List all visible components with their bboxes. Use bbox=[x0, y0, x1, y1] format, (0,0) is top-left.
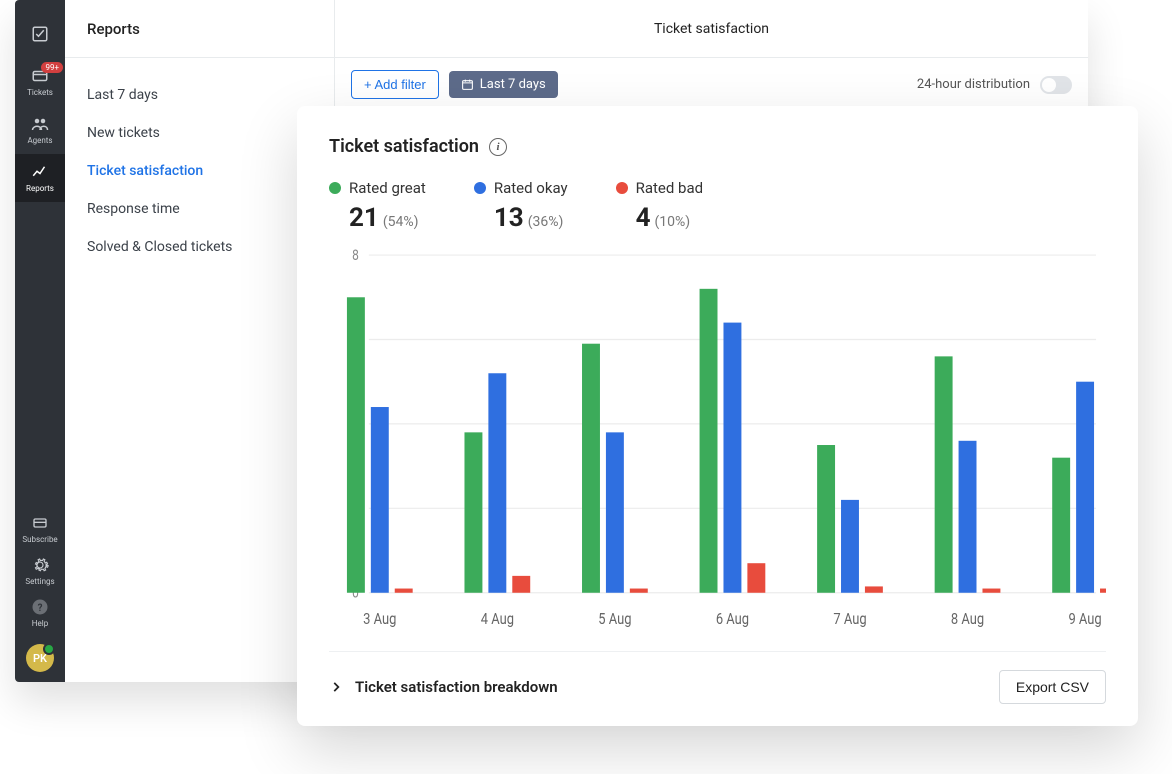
info-icon[interactable]: i bbox=[489, 138, 507, 156]
subnav-item-last-7-days[interactable]: Last 7 days bbox=[65, 76, 334, 114]
page-title: Ticket satisfaction bbox=[335, 0, 1088, 58]
legend-rated-bad: Rated bad 4(10%) bbox=[616, 179, 704, 233]
gear-icon bbox=[31, 556, 49, 574]
date-range-chip[interactable]: Last 7 days bbox=[449, 71, 558, 98]
nav-rail: Tickets99+AgentsReports SubscribeSettings… bbox=[15, 0, 65, 682]
bar-bad-3 bbox=[747, 563, 765, 593]
legend-dot bbox=[616, 182, 628, 194]
bar-great-6 bbox=[1052, 458, 1070, 593]
rail-item-tickets[interactable]: Tickets99+ bbox=[15, 58, 65, 106]
bar-bad-2 bbox=[630, 589, 648, 593]
bar-bad-1 bbox=[512, 576, 530, 593]
bar-bad-0 bbox=[395, 589, 413, 593]
reports-subnav: Reports Last 7 daysNew ticketsTicket sat… bbox=[65, 0, 335, 682]
card-title: Ticket satisfaction i bbox=[329, 136, 1106, 157]
svg-text:8 Aug: 8 Aug bbox=[951, 610, 984, 629]
bar-okay-1 bbox=[488, 373, 506, 593]
svg-text:6 Aug: 6 Aug bbox=[716, 610, 749, 629]
legend-rated-great: Rated great 21(54%) bbox=[329, 179, 426, 233]
bar-okay-4 bbox=[841, 500, 859, 593]
chart-line-icon bbox=[31, 163, 49, 181]
help-icon: ? bbox=[31, 598, 49, 616]
legend-value: 21(54%) bbox=[329, 203, 426, 233]
bar-great-1 bbox=[464, 432, 482, 592]
bar-great-0 bbox=[347, 297, 365, 592]
svg-text:?: ? bbox=[38, 603, 43, 614]
bar-great-5 bbox=[935, 356, 953, 592]
bar-bad-4 bbox=[865, 586, 883, 592]
bar-great-4 bbox=[817, 445, 835, 593]
bar-okay-6 bbox=[1076, 382, 1094, 593]
legend-dot bbox=[474, 182, 486, 194]
bar-great-3 bbox=[700, 289, 718, 593]
card-title-text: Ticket satisfaction bbox=[329, 136, 479, 157]
toolbar: + Add filter Last 7 days 24-hour distrib… bbox=[335, 58, 1088, 112]
svg-text:8: 8 bbox=[352, 248, 359, 264]
legend-name: Rated okay bbox=[494, 179, 568, 197]
legend-name: Rated bad bbox=[636, 179, 704, 197]
avatar[interactable]: PK bbox=[26, 644, 54, 672]
rail-item-agents[interactable]: Agents bbox=[15, 106, 65, 154]
legend-dot bbox=[329, 182, 341, 194]
rail-item-subscribe[interactable]: Subscribe bbox=[15, 508, 65, 550]
subnav-title: Reports bbox=[65, 0, 334, 58]
subnav-item-response-time[interactable]: Response time bbox=[65, 190, 334, 228]
legend-value: 4(10%) bbox=[616, 203, 704, 233]
bar-okay-3 bbox=[723, 323, 741, 593]
card-icon bbox=[31, 514, 49, 532]
rail-item-settings[interactable]: Settings bbox=[15, 550, 65, 592]
breakdown-toggle[interactable]: Ticket satisfaction breakdown bbox=[329, 678, 558, 696]
badge: 99+ bbox=[41, 62, 63, 73]
bar-bad-6 bbox=[1100, 589, 1106, 593]
bar-great-2 bbox=[582, 344, 600, 593]
check-square-icon bbox=[31, 25, 49, 43]
bar-okay-5 bbox=[959, 441, 977, 593]
chevron-right-icon bbox=[329, 680, 343, 694]
calendar-icon bbox=[461, 78, 474, 91]
chart: 024683 Aug4 Aug5 Aug6 Aug7 Aug8 Aug9 Aug bbox=[329, 243, 1106, 641]
legend-value: 13(36%) bbox=[474, 203, 568, 233]
legend-rated-okay: Rated okay 13(36%) bbox=[474, 179, 568, 233]
breakdown-label: Ticket satisfaction breakdown bbox=[355, 678, 558, 696]
rail-item-check-square[interactable] bbox=[15, 10, 65, 58]
svg-text:3 Aug: 3 Aug bbox=[363, 610, 396, 629]
subnav-item-solved-closed-tickets[interactable]: Solved & Closed tickets bbox=[65, 228, 334, 266]
subnav-item-ticket-satisfaction[interactable]: Ticket satisfaction bbox=[65, 152, 334, 190]
rail-item-help[interactable]: ?Help bbox=[15, 592, 65, 634]
legend-name: Rated great bbox=[349, 179, 426, 197]
bar-bad-5 bbox=[982, 589, 1000, 593]
distribution-label: 24-hour distribution bbox=[917, 77, 1030, 92]
bar-okay-0 bbox=[371, 407, 389, 593]
bar-okay-2 bbox=[606, 432, 624, 592]
distribution-toggle[interactable] bbox=[1040, 76, 1072, 94]
add-filter-button[interactable]: + Add filter bbox=[351, 70, 439, 99]
legend: Rated great21(54%)Rated okay13(36%)Rated… bbox=[329, 179, 1106, 233]
svg-text:4 Aug: 4 Aug bbox=[481, 610, 514, 629]
users-icon bbox=[31, 115, 49, 133]
rail-item-reports[interactable]: Reports bbox=[15, 154, 65, 202]
export-csv-button[interactable]: Export CSV bbox=[999, 670, 1106, 704]
svg-text:7 Aug: 7 Aug bbox=[833, 610, 866, 629]
svg-text:9 Aug: 9 Aug bbox=[1068, 610, 1101, 629]
date-range-label: Last 7 days bbox=[480, 77, 546, 92]
svg-text:5 Aug: 5 Aug bbox=[598, 610, 631, 629]
satisfaction-card: Ticket satisfaction i Rated great 21(54%)… bbox=[297, 106, 1138, 726]
subnav-item-new-tickets[interactable]: New tickets bbox=[65, 114, 334, 152]
